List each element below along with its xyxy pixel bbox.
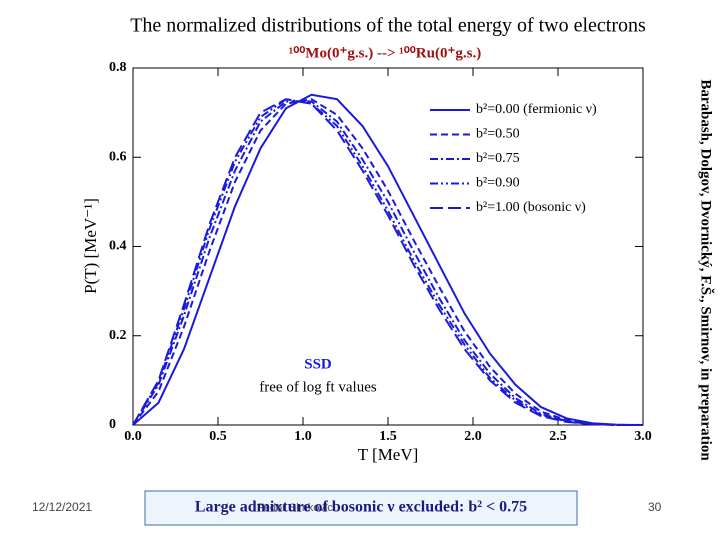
series-line	[132, 93, 644, 426]
conclusion: Large admixture of bosonic ν excluded: b…	[195, 499, 527, 516]
x-tick-label: 0.0	[124, 429, 142, 444]
annotation: free of log ft values	[259, 379, 377, 395]
page-number: 30	[648, 500, 662, 514]
date: 12/12/2021	[32, 500, 92, 514]
chart-panel	[100, 12, 665, 437]
y-tick-label: 0.6	[109, 149, 127, 164]
series-line	[132, 100, 643, 426]
series-line	[132, 98, 644, 426]
legend-label: b²=0.00 (fermionic ν)	[476, 102, 597, 117]
y-tick-label: 0.8	[109, 60, 127, 75]
x-tick-label: 2.0	[464, 429, 482, 444]
annotation: SSD	[304, 356, 332, 372]
conclusion-box	[144, 490, 578, 526]
credit: Barabash, Dolgov, Dvornický, F.Š., Smirn…	[698, 79, 715, 461]
x-tick-label: 0.5	[209, 429, 227, 444]
chart-title: The normalized distributions of the tota…	[130, 15, 646, 37]
legend-label: b²=0.90	[476, 176, 520, 191]
author: Fedor Simkovic	[257, 502, 333, 514]
chart-subtitle: ¹⁰⁰Mo(0⁺g.s.) --> ¹⁰⁰Ru(0⁺g.s.)	[289, 45, 481, 61]
legend-label: b²=0.50	[476, 127, 520, 142]
series-line	[132, 98, 643, 426]
y-tick-label: 0	[109, 417, 116, 432]
x-axis-label: T [MeV]	[358, 445, 419, 464]
x-tick-label: 2.5	[549, 429, 567, 444]
x-tick-label: 1.0	[294, 429, 312, 444]
y-axis-label: P(T) [MeV⁻¹]	[81, 198, 100, 294]
legend-label: b²=0.75	[476, 151, 520, 166]
legend-label: b²=1.00 (bosonic ν)	[476, 200, 586, 215]
x-tick-label: 3.0	[634, 429, 652, 444]
y-tick-label: 0.2	[109, 328, 127, 343]
y-tick-label: 0.4	[109, 239, 127, 254]
x-tick-label: 1.5	[379, 429, 397, 444]
